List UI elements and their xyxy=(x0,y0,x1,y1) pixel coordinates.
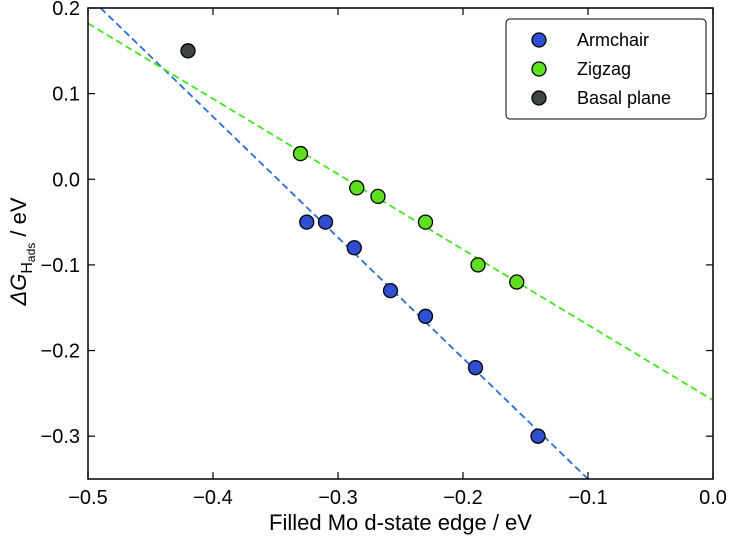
legend-marker-basal-plane xyxy=(531,90,547,106)
x-tick-label: 0.0 xyxy=(699,487,727,509)
legend-label-basal-plane: Basal plane xyxy=(577,88,671,108)
y-tick-label: 0.0 xyxy=(52,169,80,191)
fit-line-armchair xyxy=(99,8,589,479)
y-axis-title-subsubscript: ads xyxy=(24,243,38,262)
x-tick-label: −0.5 xyxy=(68,487,107,509)
y-axis-title-subscript: H xyxy=(19,262,36,274)
point-zigzag xyxy=(370,188,386,205)
y-axis-title: ΔGHads / eV xyxy=(6,197,38,306)
legend-marker-armchair xyxy=(531,32,547,48)
point-basal-plane xyxy=(180,43,196,59)
y-tick-label: 0.1 xyxy=(52,84,80,106)
legend-label-zigzag: Zigzag xyxy=(577,59,631,79)
point-armchair xyxy=(467,360,484,376)
point-armchair xyxy=(346,240,362,256)
legend: Armchair Zigzag Basal plane xyxy=(505,18,707,120)
ticks-layer: −0.5 −0.4 −0.3 −0.2 −0.1 0.0 0.2 0.1 0.0 −0.1 −0.2… xyxy=(41,0,727,509)
x-tick-label: −0.4 xyxy=(193,487,232,509)
legend-items: Armchair Zigzag Basal plane xyxy=(531,30,671,108)
point-zigzag xyxy=(349,180,365,196)
point-armchair xyxy=(530,428,546,444)
y-tick-label: 0.2 xyxy=(52,0,80,20)
x-axis-title: Filled Mo d-state edge / eV xyxy=(269,510,532,535)
point-armchair xyxy=(417,308,434,324)
legend-label-armchair: Armchair xyxy=(577,30,649,50)
legend-box xyxy=(505,18,707,120)
x-tick-label: −0.1 xyxy=(568,487,607,509)
fit-lines-layer xyxy=(88,8,713,479)
point-zigzag xyxy=(292,145,309,162)
y-tick-label: −0.2 xyxy=(41,341,80,363)
x-tick-label: −0.3 xyxy=(318,487,357,509)
y-tick-label: −0.1 xyxy=(41,255,80,277)
point-armchair xyxy=(299,214,315,230)
point-zigzag xyxy=(470,257,486,273)
y-axis-title-unit: / eV xyxy=(6,197,31,243)
point-armchair xyxy=(382,282,399,299)
y-axis-title-symbol: ΔG xyxy=(6,274,31,307)
legend-marker-zigzag xyxy=(531,61,547,77)
data-points-layer xyxy=(180,43,546,444)
point-zigzag xyxy=(417,214,434,230)
point-zigzag xyxy=(509,274,525,290)
fit-line-zigzag xyxy=(88,22,713,401)
x-tick-label: −0.2 xyxy=(443,487,482,509)
plot-frame xyxy=(87,7,714,480)
y-tick-label: −0.3 xyxy=(41,426,80,448)
point-armchair xyxy=(317,214,334,230)
